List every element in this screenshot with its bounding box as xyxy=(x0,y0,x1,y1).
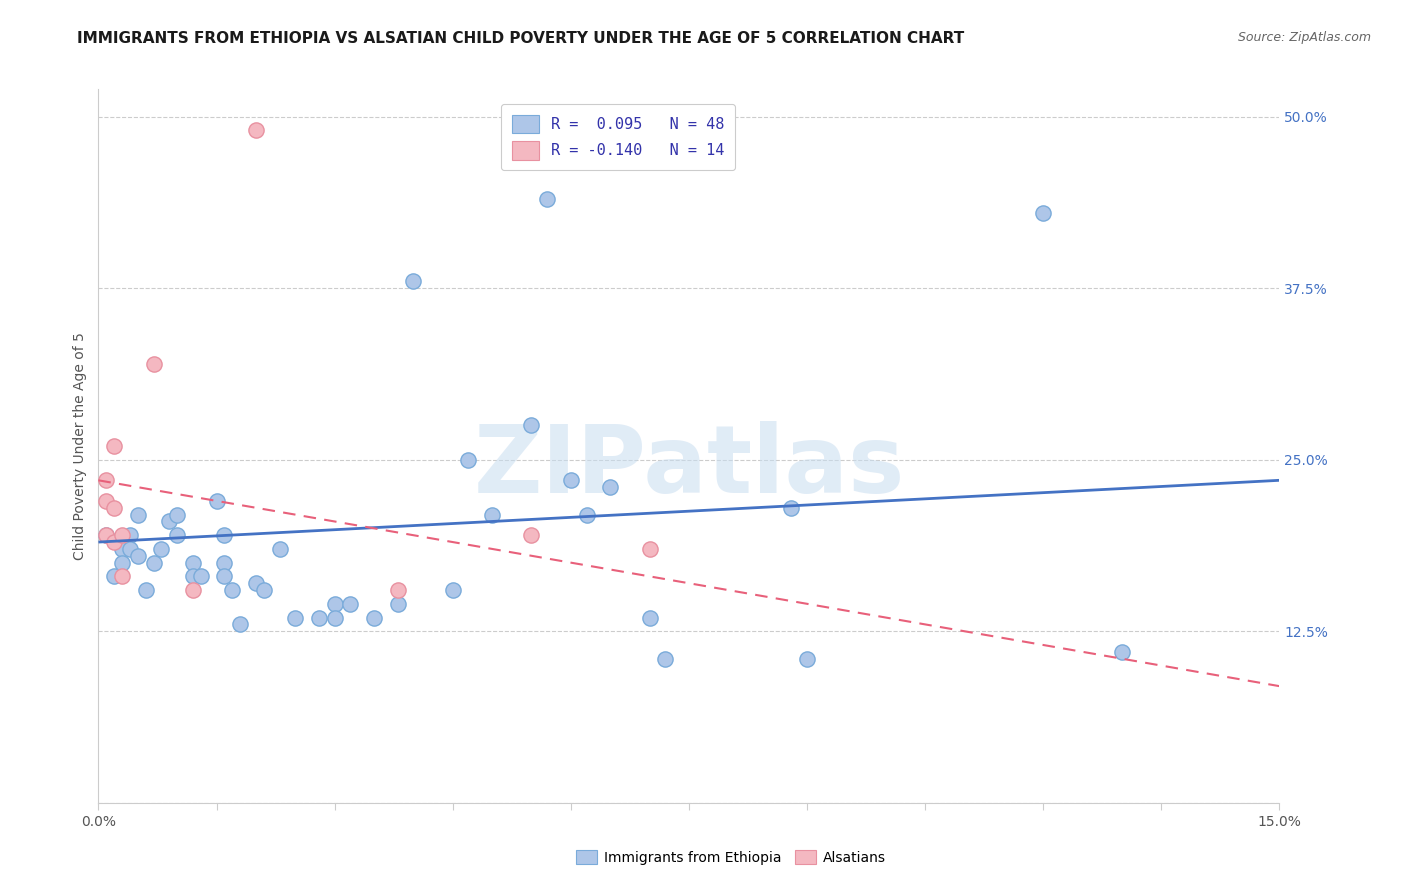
Point xyxy=(190,569,212,583)
Point xyxy=(111,556,134,570)
Point xyxy=(387,583,409,598)
Point xyxy=(599,480,621,494)
Point xyxy=(103,500,125,515)
Point xyxy=(457,452,479,467)
Legend: R =  0.095   N = 48, R = -0.140   N = 14: R = 0.095 N = 48, R = -0.140 N = 14 xyxy=(501,104,735,170)
Point xyxy=(157,515,180,529)
Point xyxy=(103,535,125,549)
Point xyxy=(150,541,173,556)
Point xyxy=(214,569,236,583)
Point xyxy=(127,549,149,563)
Point xyxy=(654,651,676,665)
Point xyxy=(229,617,252,632)
Point xyxy=(103,439,125,453)
Point xyxy=(780,500,803,515)
Text: Source: ZipAtlas.com: Source: ZipAtlas.com xyxy=(1237,31,1371,45)
Point xyxy=(638,541,661,556)
Text: IMMIGRANTS FROM ETHIOPIA VS ALSATIAN CHILD POVERTY UNDER THE AGE OF 5 CORRELATIO: IMMIGRANTS FROM ETHIOPIA VS ALSATIAN CHI… xyxy=(77,31,965,46)
Point xyxy=(96,528,118,542)
Point xyxy=(96,528,118,542)
Point xyxy=(118,541,141,556)
Point xyxy=(339,597,361,611)
Point xyxy=(269,541,291,556)
Point xyxy=(111,528,134,542)
Point xyxy=(520,418,543,433)
Point xyxy=(166,508,188,522)
Point xyxy=(245,123,267,137)
Point xyxy=(135,583,157,598)
Point xyxy=(284,610,307,624)
Point xyxy=(181,556,204,570)
Point xyxy=(214,556,236,570)
Point xyxy=(796,651,818,665)
Point xyxy=(221,583,243,598)
Point xyxy=(166,528,188,542)
Text: ZIPatlas: ZIPatlas xyxy=(474,421,904,514)
Point xyxy=(96,473,118,487)
Point xyxy=(638,610,661,624)
Point xyxy=(441,583,464,598)
Point xyxy=(363,610,385,624)
Point xyxy=(402,274,425,288)
Point xyxy=(1032,205,1054,219)
Point xyxy=(481,508,503,522)
Point xyxy=(245,576,267,591)
Point xyxy=(181,583,204,598)
Point xyxy=(111,541,134,556)
Point xyxy=(560,473,582,487)
Point xyxy=(142,556,165,570)
Point xyxy=(103,569,125,583)
Point xyxy=(205,494,228,508)
Point xyxy=(111,569,134,583)
Point xyxy=(308,610,330,624)
Point xyxy=(253,583,276,598)
Point xyxy=(214,528,236,542)
Legend: Immigrants from Ethiopia, Alsatians: Immigrants from Ethiopia, Alsatians xyxy=(569,843,893,871)
Point xyxy=(575,508,598,522)
Y-axis label: Child Poverty Under the Age of 5: Child Poverty Under the Age of 5 xyxy=(73,332,87,560)
Point xyxy=(1111,645,1133,659)
Point xyxy=(127,508,149,522)
Point xyxy=(142,357,165,371)
Point xyxy=(118,528,141,542)
Point xyxy=(96,494,118,508)
Point xyxy=(520,528,543,542)
Point xyxy=(323,597,346,611)
Point xyxy=(181,569,204,583)
Point xyxy=(387,597,409,611)
Point xyxy=(323,610,346,624)
Point xyxy=(536,192,558,206)
